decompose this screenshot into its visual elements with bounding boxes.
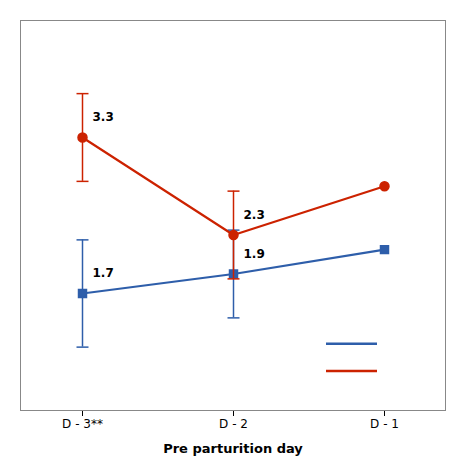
- svg-text:1.7: 1.7: [93, 266, 114, 280]
- svg-text:2.3: 2.3: [244, 208, 265, 222]
- svg-text:D - 2: D - 2: [219, 417, 248, 431]
- svg-text:D - 3**: D - 3**: [62, 417, 103, 431]
- svg-text:Pre parturition day: Pre parturition day: [163, 441, 303, 456]
- svg-text:3.3: 3.3: [93, 110, 114, 124]
- svg-text:1.9: 1.9: [244, 247, 265, 261]
- svg-text:D - 1: D - 1: [370, 417, 399, 431]
